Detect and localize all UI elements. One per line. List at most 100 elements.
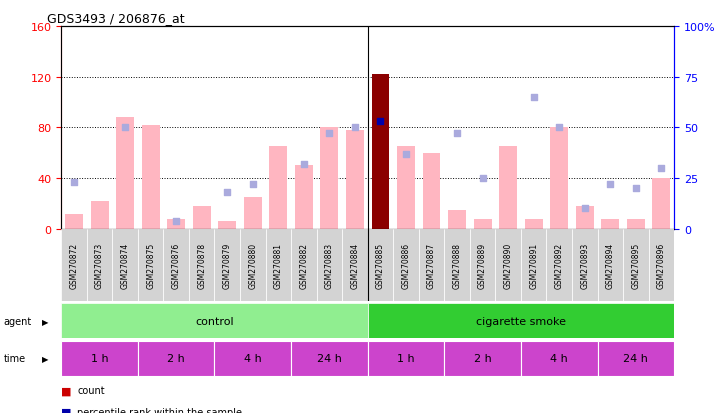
Text: count: count (77, 385, 105, 395)
Point (298, 161, 309, 168)
Text: GSM270883: GSM270883 (325, 242, 334, 288)
Point (68, 179, 80, 186)
Text: ■: ■ (61, 407, 72, 413)
Text: GSM270876: GSM270876 (172, 242, 181, 288)
Text: GSM270887: GSM270887 (427, 242, 436, 288)
Bar (397, 147, 415, 229)
FancyBboxPatch shape (521, 341, 598, 376)
FancyBboxPatch shape (138, 229, 164, 301)
FancyBboxPatch shape (547, 229, 572, 301)
Point (400, 151, 412, 158)
Text: GSM270889: GSM270889 (478, 242, 487, 288)
Text: control: control (195, 316, 234, 326)
Text: GSM270888: GSM270888 (453, 242, 461, 288)
Bar (167, 219, 185, 229)
FancyBboxPatch shape (649, 229, 674, 301)
Bar (193, 206, 211, 229)
FancyBboxPatch shape (598, 341, 674, 376)
Bar (244, 197, 262, 229)
Text: GSM270896: GSM270896 (657, 242, 666, 288)
Point (554, 125, 565, 131)
FancyBboxPatch shape (112, 229, 138, 301)
Text: 24 h: 24 h (624, 353, 648, 363)
Point (655, 165, 667, 172)
Bar (499, 147, 517, 229)
Text: 2 h: 2 h (167, 353, 185, 363)
Text: 4 h: 4 h (244, 353, 262, 363)
Text: GSM270895: GSM270895 (632, 242, 640, 288)
Point (528, 94, 539, 101)
Point (170, 218, 182, 224)
Text: GSM270892: GSM270892 (554, 242, 564, 288)
FancyBboxPatch shape (572, 229, 598, 301)
Bar (320, 128, 338, 229)
FancyBboxPatch shape (368, 304, 674, 339)
FancyBboxPatch shape (470, 229, 495, 301)
Bar (601, 219, 619, 229)
Bar (91, 202, 109, 229)
FancyBboxPatch shape (623, 229, 649, 301)
Bar (295, 166, 313, 229)
FancyBboxPatch shape (87, 229, 112, 301)
FancyBboxPatch shape (317, 229, 342, 301)
Text: GSM270873: GSM270873 (95, 242, 104, 288)
FancyBboxPatch shape (598, 229, 623, 301)
Text: 1 h: 1 h (91, 353, 108, 363)
FancyBboxPatch shape (240, 229, 265, 301)
Text: cigarette smoke: cigarette smoke (476, 316, 566, 326)
Text: percentile rank within the sample: percentile rank within the sample (77, 407, 242, 413)
FancyBboxPatch shape (368, 341, 444, 376)
Point (120, 125, 131, 131)
Text: 24 h: 24 h (317, 353, 342, 363)
Bar (550, 128, 568, 229)
Text: agent: agent (4, 316, 32, 326)
FancyBboxPatch shape (61, 341, 138, 376)
Text: GSM270881: GSM270881 (274, 242, 283, 288)
Point (477, 175, 488, 182)
FancyBboxPatch shape (61, 304, 368, 339)
Bar (423, 153, 441, 229)
Text: GSM270882: GSM270882 (299, 242, 309, 288)
Bar (525, 219, 543, 229)
Text: GSM270886: GSM270886 (402, 242, 410, 288)
FancyBboxPatch shape (495, 229, 521, 301)
Text: GSM270878: GSM270878 (198, 242, 206, 288)
FancyBboxPatch shape (368, 229, 393, 301)
FancyBboxPatch shape (164, 229, 189, 301)
Point (375, 119, 386, 125)
Point (324, 131, 335, 138)
Text: ▶: ▶ (42, 317, 48, 326)
Point (451, 131, 463, 138)
Point (349, 125, 360, 131)
Text: 2 h: 2 h (474, 353, 492, 363)
Bar (371, 75, 389, 229)
Text: GDS3493 / 206876_at: GDS3493 / 206876_at (47, 12, 185, 25)
Text: GSM270885: GSM270885 (376, 242, 385, 288)
FancyBboxPatch shape (444, 229, 470, 301)
Point (630, 185, 642, 192)
Text: GSM270880: GSM270880 (248, 242, 257, 288)
FancyBboxPatch shape (291, 229, 317, 301)
Bar (474, 219, 492, 229)
FancyBboxPatch shape (342, 229, 368, 301)
FancyBboxPatch shape (444, 341, 521, 376)
FancyBboxPatch shape (521, 229, 547, 301)
Bar (142, 126, 159, 229)
FancyBboxPatch shape (291, 341, 368, 376)
Bar (346, 131, 364, 229)
Point (221, 190, 233, 196)
Point (579, 206, 590, 212)
FancyBboxPatch shape (215, 229, 240, 301)
Text: ■: ■ (61, 385, 72, 395)
FancyBboxPatch shape (61, 229, 87, 301)
Bar (627, 219, 645, 229)
Text: GSM270890: GSM270890 (504, 242, 513, 288)
FancyBboxPatch shape (138, 341, 215, 376)
Text: GSM270891: GSM270891 (529, 242, 538, 288)
Bar (653, 178, 671, 229)
Bar (270, 147, 287, 229)
Bar (116, 118, 134, 229)
Text: ▶: ▶ (42, 354, 48, 363)
Bar (65, 214, 83, 229)
Text: GSM270874: GSM270874 (120, 242, 130, 288)
